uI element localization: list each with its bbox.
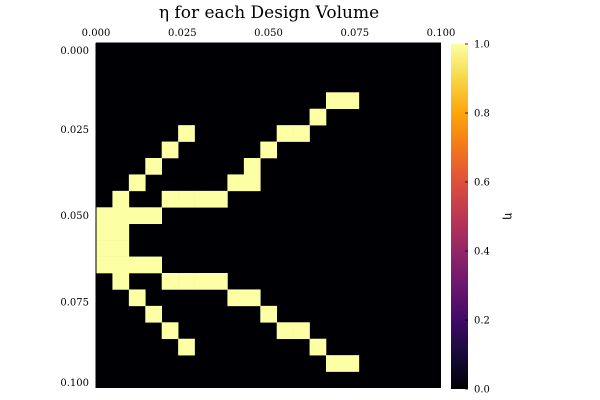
heatmap-cell: [243, 289, 261, 307]
heatmap-cell: [112, 190, 130, 208]
y-tick-label: 0.100: [60, 378, 89, 389]
heatmap-cell: [309, 108, 327, 126]
y-tick-label: 0.025: [60, 125, 89, 136]
heatmap-cell: [211, 190, 228, 208]
heatmap-cell: [145, 256, 163, 274]
heatmap-cell: [194, 190, 212, 208]
heatmap-cell: [178, 338, 195, 356]
y-tick-label: 0.050: [60, 211, 89, 222]
colorbar-tick-label: 0.6: [474, 178, 490, 189]
heatmap-cell: [96, 256, 113, 274]
heatmap-cell: [293, 322, 310, 340]
colorbar-tick-label: 0.0: [474, 385, 490, 396]
colorbar-ticks: 0.0 0.2 0.4 0.6 0.8 1.0: [465, 40, 490, 396]
heatmap-cell: [342, 92, 360, 110]
heatmap-cell: [128, 256, 146, 274]
heatmap-cell: [194, 273, 212, 290]
y-axis-ticks: 0.000 0.025 0.050 0.075 0.100: [60, 46, 89, 389]
heatmap-cell: [342, 355, 360, 372]
x-tick-label: 0.000: [82, 28, 111, 39]
x-axis-ticks: 0.000 0.025 0.050 0.075 0.100: [82, 28, 456, 39]
heatmap-cell: [128, 174, 146, 192]
heatmap-cell: [211, 273, 228, 290]
heatmap-cell: [128, 289, 146, 307]
heatmap-cell: [243, 174, 261, 192]
heatmap-cell: [161, 322, 179, 340]
heatmap-cell: [145, 305, 163, 323]
x-tick-label: 0.025: [168, 28, 197, 39]
heatmap-cell: [243, 158, 261, 175]
heatmap-cell: [112, 256, 130, 274]
colorbar-tick-label: 0.8: [474, 109, 490, 120]
heatmap-cell: [145, 158, 163, 175]
heatmap-cell: [227, 174, 245, 192]
heatmap-cell: [326, 355, 343, 372]
colorbar-tick-label: 1.0: [474, 40, 490, 51]
heatmap-cell: [145, 207, 163, 225]
heatmap-cell: [112, 223, 130, 241]
heatmap-cell: [260, 305, 278, 323]
heatmap-cell: [178, 125, 195, 142]
heatmap-cell: [276, 125, 294, 142]
heatmap-cell: [128, 207, 146, 225]
colorbar-tick-label: 0.2: [474, 316, 490, 327]
heatmap-cell: [96, 240, 113, 257]
heatmap-cell: [112, 207, 130, 225]
colorbar-tick-label: 0.4: [474, 247, 490, 258]
heatmap-cell: [260, 141, 278, 159]
colorbar-gradient: [451, 44, 468, 389]
plot-area: [95, 42, 441, 388]
heatmap-cell: [178, 273, 195, 290]
heatmap-cell: [161, 190, 179, 208]
colorbar: 0.0 0.2 0.4 0.6 0.8 1.0 η: [451, 40, 516, 396]
heatmap-cell: [309, 338, 327, 356]
x-tick-label: 0.100: [427, 28, 456, 39]
chart-title: η for each Design Volume: [159, 3, 379, 23]
heatmap-cell: [96, 207, 113, 225]
heatmap-cell: [276, 322, 294, 340]
heatmap-cell: [112, 273, 130, 290]
x-tick-label: 0.075: [340, 28, 369, 39]
heatmap-cell: [293, 125, 310, 142]
heatmap-cell: [96, 223, 113, 241]
heatmap-cell: [112, 240, 130, 257]
y-tick-label: 0.075: [60, 297, 89, 308]
heatmap-cell: [326, 92, 343, 110]
colorbar-label: η: [502, 212, 516, 219]
heatmap-cell: [161, 273, 179, 290]
y-tick-label: 0.000: [60, 46, 89, 57]
x-tick-label: 0.050: [254, 28, 283, 39]
heatmap-cell: [178, 190, 195, 208]
heatmap-cell: [161, 141, 179, 159]
heatmap-cell: [227, 289, 245, 307]
